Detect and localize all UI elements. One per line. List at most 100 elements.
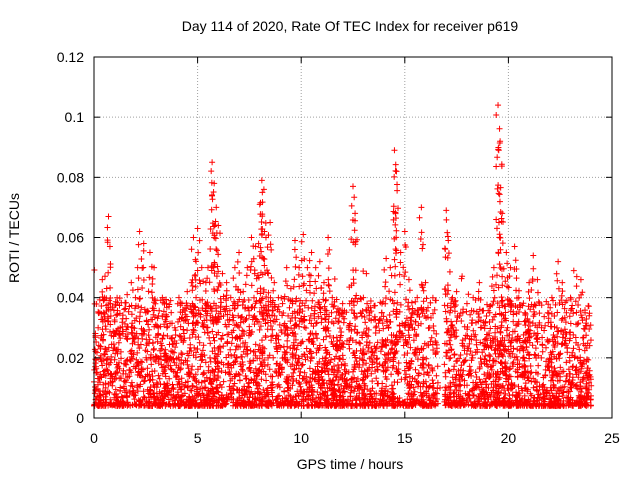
data-point: [255, 240, 262, 247]
data-point: [354, 236, 361, 243]
data-point: [396, 271, 403, 278]
data-point: [299, 300, 306, 307]
data-point: [326, 351, 333, 358]
data-point: [224, 311, 231, 318]
data-point: [102, 346, 109, 353]
data-point: [404, 339, 411, 346]
data-point: [111, 318, 118, 325]
data-point: [401, 273, 408, 280]
data-point: [307, 272, 314, 279]
data-point: [296, 283, 303, 290]
data-point: [211, 270, 218, 277]
data-point: [396, 328, 403, 335]
data-point: [257, 244, 264, 251]
data-point: [212, 218, 219, 225]
data-point: [232, 334, 239, 341]
data-point: [289, 300, 296, 307]
data-point: [146, 249, 153, 256]
data-point: [256, 342, 263, 349]
data-point: [496, 191, 503, 198]
data-point: [289, 330, 296, 337]
data-point: [553, 324, 560, 331]
data-point: [107, 313, 114, 320]
data-point: [208, 206, 215, 213]
data-point: [132, 294, 139, 301]
data-point: [230, 275, 237, 282]
data-point: [211, 372, 218, 379]
data-point: [513, 287, 520, 294]
data-point: [328, 318, 335, 325]
data-point: [445, 287, 452, 294]
data-point: [379, 320, 386, 327]
data-point: [509, 360, 516, 367]
data-point: [507, 264, 514, 271]
data-point: [325, 276, 332, 283]
data-point: [326, 246, 333, 253]
data-point: [207, 358, 214, 365]
data-point: [321, 303, 328, 310]
data-point: [499, 273, 506, 280]
data-point: [582, 322, 589, 329]
data-point: [525, 319, 532, 326]
data-point: [554, 277, 561, 284]
data-point: [579, 334, 586, 341]
data-point: [386, 318, 393, 325]
data-point: [374, 366, 381, 373]
data-point: [188, 246, 195, 253]
data-point: [444, 229, 451, 236]
data-point: [237, 289, 244, 296]
data-point: [192, 283, 199, 290]
data-point: [97, 343, 104, 350]
data-point: [210, 320, 217, 327]
data-point: [213, 315, 220, 322]
data-point: [199, 323, 206, 330]
data-point: [584, 372, 591, 379]
data-point: [497, 209, 504, 216]
data-point: [204, 264, 211, 271]
data-point: [160, 308, 167, 315]
data-point: [292, 263, 299, 270]
data-point: [579, 361, 586, 368]
data-point: [306, 257, 313, 264]
data-point: [489, 273, 496, 280]
data-point: [418, 304, 425, 311]
data-point: [197, 313, 204, 320]
data-point: [579, 314, 586, 321]
data-point: [416, 349, 423, 356]
x-tick-label: 25: [604, 430, 620, 446]
data-point: [161, 366, 168, 373]
data-point: [463, 300, 470, 307]
data-point: [393, 247, 400, 254]
data-point: [180, 330, 187, 337]
data-point: [417, 235, 424, 242]
data-point: [527, 322, 534, 329]
data-point: [497, 264, 504, 271]
data-point: [365, 333, 372, 340]
data-point: [122, 299, 129, 306]
data-point: [511, 328, 518, 335]
data-point: [496, 304, 503, 311]
data-point: [451, 333, 458, 340]
data-point: [378, 309, 385, 316]
data-point: [447, 304, 454, 311]
data-point: [145, 308, 152, 315]
data-point: [548, 294, 555, 301]
data-point: [129, 287, 136, 294]
data-point: [232, 283, 239, 290]
data-point: [498, 359, 505, 366]
data-point: [259, 350, 266, 357]
data-point: [248, 234, 255, 241]
data-point: [496, 125, 503, 132]
data-point: [298, 238, 305, 245]
data-point: [252, 341, 259, 348]
data-point: [567, 335, 574, 342]
data-point: [393, 227, 400, 234]
data-point: [468, 372, 475, 379]
data-point: [207, 304, 214, 311]
data-point: [103, 308, 110, 315]
data-point: [105, 269, 112, 276]
data-point: [389, 297, 396, 304]
data-point: [393, 168, 400, 175]
data-point: [106, 297, 113, 304]
data-point: [265, 232, 272, 239]
